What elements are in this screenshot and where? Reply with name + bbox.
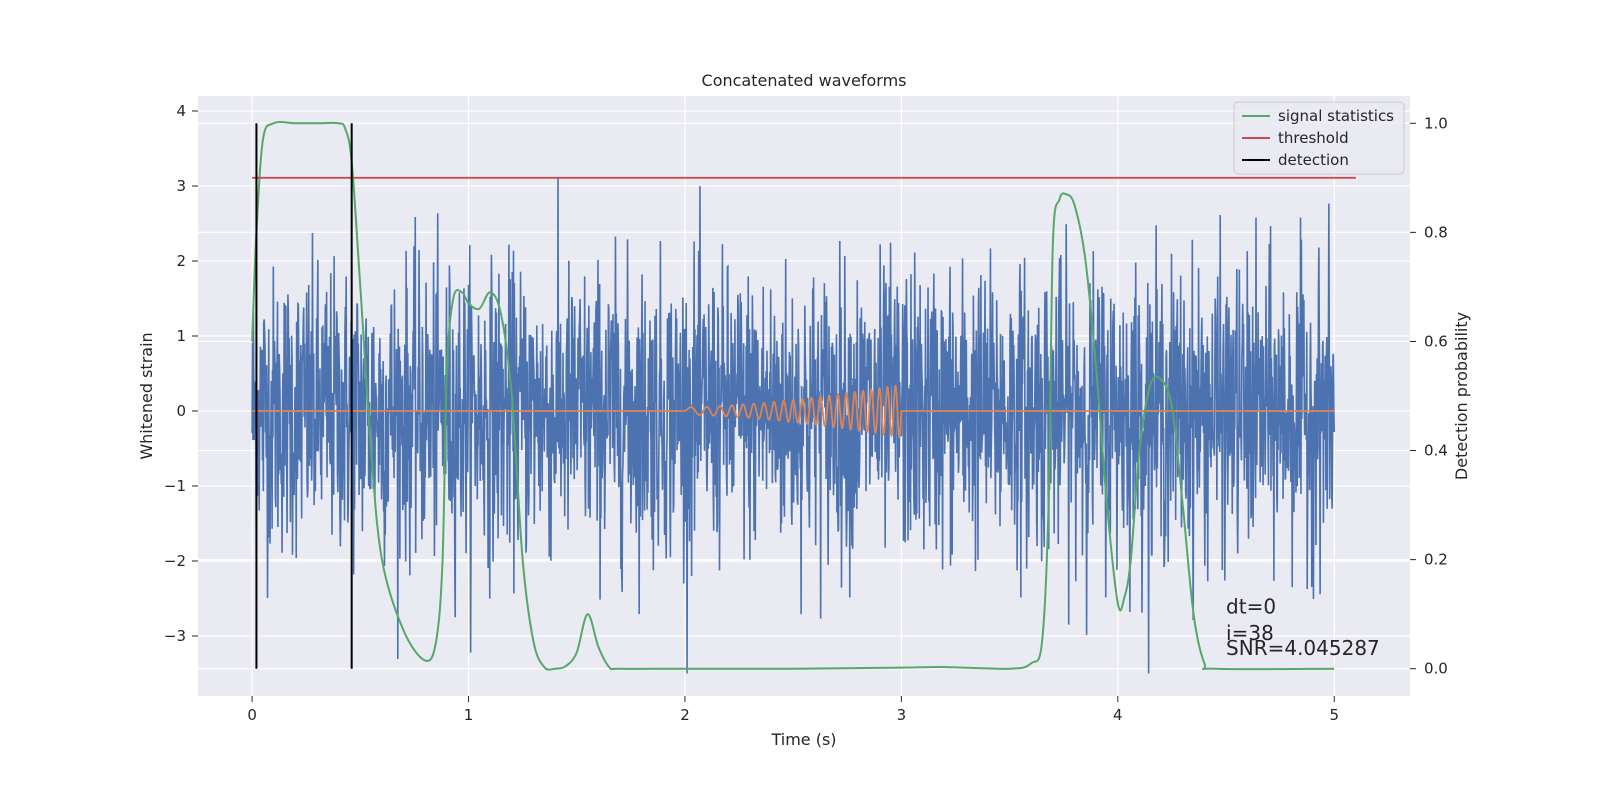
legend-label: signal statistics xyxy=(1278,107,1394,125)
legend: signal statistics threshold detection xyxy=(1233,101,1405,175)
y-tick-label: −1 xyxy=(164,477,186,495)
y2-tick-label: 0.0 xyxy=(1424,660,1448,678)
y-tick-label: 4 xyxy=(176,102,186,120)
x-tick-label: 3 xyxy=(897,706,907,724)
y2-tick-label: 0.8 xyxy=(1424,223,1448,241)
y-axis-label: Whitened strain xyxy=(137,332,156,459)
series-strain-line xyxy=(251,177,1336,674)
annotation-text: i=38 xyxy=(1226,621,1274,645)
x-tick-label: 5 xyxy=(1329,706,1339,724)
x-axis-label: Time (s) xyxy=(770,730,836,749)
y2-tick-label: 0.6 xyxy=(1424,332,1448,350)
legend-label: threshold xyxy=(1278,129,1349,147)
chart-title: Concatenated waveforms xyxy=(702,71,907,90)
y2-tick-label: 1.0 xyxy=(1424,114,1448,132)
x-tick-label: 0 xyxy=(247,706,257,724)
y-tick-label: −2 xyxy=(164,552,186,570)
y-tick-label: 1 xyxy=(176,327,186,345)
series-injected-line xyxy=(252,384,1335,439)
annotation-text: SNR=4.045287 xyxy=(1226,636,1380,660)
x-tick-label: 2 xyxy=(680,706,690,724)
y-tick-label: 2 xyxy=(176,252,186,270)
y2-tick-label: 0.4 xyxy=(1424,442,1448,460)
y2-tick-label: 0.2 xyxy=(1424,551,1448,569)
annotation-text: dt=0 xyxy=(1226,595,1276,619)
y-tick-label: 3 xyxy=(176,177,186,195)
axes: 0 1 2 3 4 5 −3 −2 −1 0 1 2 3 4 0.0 0.2 0.4 0.6 0.8 1.0 xyxy=(164,102,1448,724)
legend-label: detection xyxy=(1278,151,1349,169)
legend-box xyxy=(1233,101,1405,175)
y2-axis-label: Detection probability xyxy=(1452,312,1471,480)
series-signal-statistics-line xyxy=(251,121,1335,671)
y-tick-label: 0 xyxy=(176,402,186,420)
x-tick-label: 1 xyxy=(464,706,474,724)
y-tick-label: −3 xyxy=(164,627,186,645)
x-tick-label: 4 xyxy=(1113,706,1123,724)
series-layer xyxy=(251,121,1356,674)
